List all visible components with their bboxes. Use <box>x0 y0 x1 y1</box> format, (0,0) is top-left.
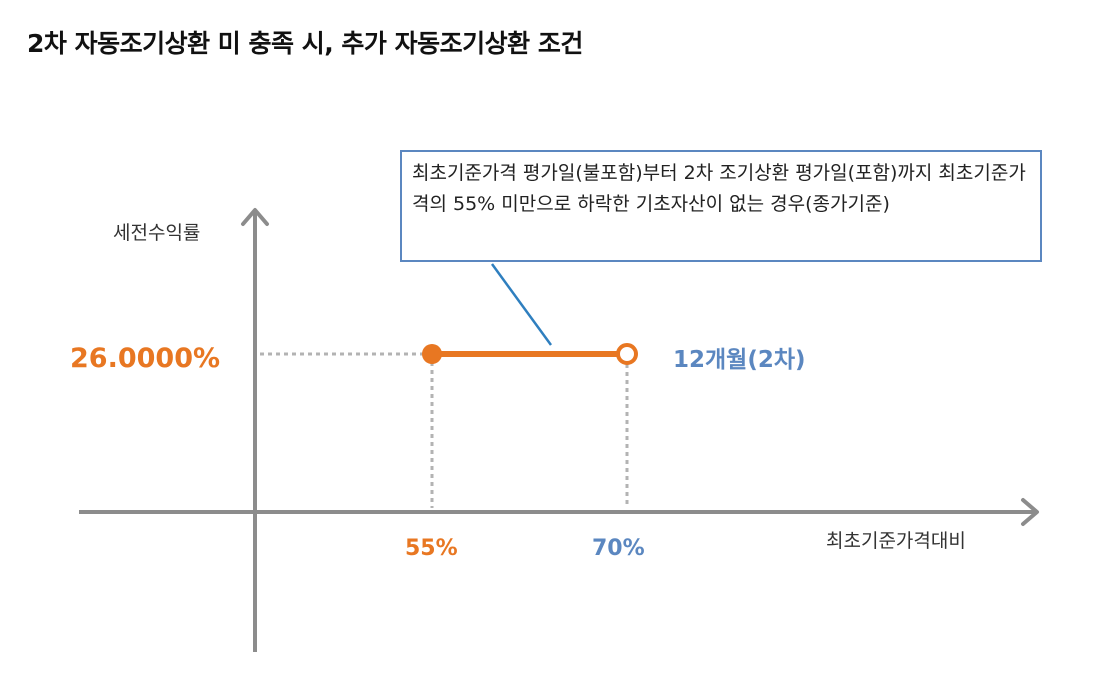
condition-callout: 최초기준가격 평가일(불포함)부터 2차 조기상환 평가일(포함)까지 최초기준… <box>400 150 1042 262</box>
x-axis-label: 최초기준가격대비 <box>826 530 966 552</box>
x-axis-arrow-icon <box>1021 498 1039 526</box>
x-tick-55: 55% <box>405 536 458 561</box>
closed-endpoint-icon <box>422 344 442 364</box>
callout-leader-line <box>490 263 553 346</box>
page-title: 2차 자동조기상환 미 충족 시, 추가 자동조기상환 조건 <box>27 29 583 58</box>
y-axis-label: 세전수익률 <box>113 222 201 244</box>
period-label: 12개월(2차) <box>673 347 806 373</box>
yield-value: 26.0000% <box>70 343 221 374</box>
y-axis-arrow-icon <box>241 208 269 226</box>
open-endpoint-icon <box>616 343 638 365</box>
callout-text: 최초기준가격 평가일(불포함)부터 2차 조기상환 평가일(포함)까지 최초기준… <box>412 162 1026 215</box>
x-tick-70: 70% <box>592 536 645 561</box>
